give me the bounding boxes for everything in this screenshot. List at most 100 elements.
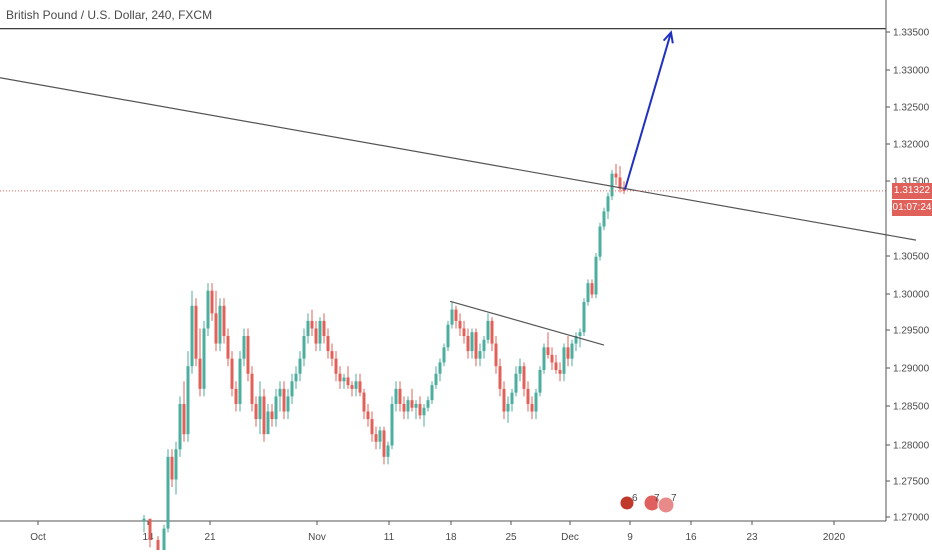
last-price-badge: 1.31322 — [892, 182, 932, 199]
candle-body — [490, 320, 494, 344]
projection-arrow-head — [662, 30, 674, 44]
candle-body — [338, 373, 342, 382]
y-tick-label: 1.28500 — [893, 402, 930, 413]
candle-body — [242, 336, 246, 359]
candle-body — [246, 336, 250, 374]
candle-body — [166, 456, 170, 529]
candle-body — [458, 320, 462, 329]
x-tick-label: 23 — [746, 532, 758, 543]
candle-body — [574, 336, 578, 344]
candle-body — [594, 256, 598, 295]
candle-body — [498, 366, 502, 389]
y-tick-label: 1.33000 — [893, 66, 930, 77]
candle-body — [370, 419, 374, 435]
candle-body — [454, 309, 458, 321]
candle-body — [418, 403, 422, 416]
x-tick-label: Oct — [30, 532, 46, 543]
candle-body — [582, 302, 586, 333]
y-tick-label: 1.32500 — [893, 103, 930, 114]
y-tick-label: 1.28000 — [893, 441, 930, 452]
candle-body — [342, 377, 346, 382]
x-tick-label: 16 — [685, 532, 697, 543]
x-tick-label: 11 — [384, 532, 395, 543]
candle-body — [526, 388, 530, 404]
candle-body — [186, 366, 190, 435]
x-tick-label: 9 — [627, 532, 633, 543]
candle-body — [586, 283, 590, 303]
candle-body — [598, 226, 602, 257]
candle-body — [334, 358, 338, 374]
candle-body — [506, 403, 510, 412]
x-tick-label: 25 — [505, 532, 517, 543]
trendline — [449, 300, 605, 346]
candle-body — [318, 320, 322, 344]
candle-body — [550, 354, 554, 363]
event-flag-icon — [657, 496, 675, 514]
candle-body — [198, 358, 202, 389]
y-tick-label: 1.27000 — [893, 513, 930, 524]
y-tick-label: 1.33500 — [893, 28, 930, 39]
candle-body — [182, 403, 186, 435]
candle-body — [606, 196, 610, 212]
candle-body — [254, 403, 258, 420]
candle-body — [274, 396, 278, 420]
candle-body — [266, 411, 270, 435]
y-tick-label: 1.29500 — [893, 326, 930, 337]
candle-body — [466, 336, 470, 352]
candle-body — [478, 351, 482, 359]
candle-body — [206, 290, 210, 329]
candle-body — [306, 320, 310, 337]
candle-body — [302, 336, 306, 359]
candle-body — [438, 362, 442, 374]
y-tick-label: 1.31500 — [893, 177, 930, 188]
candle-body — [202, 328, 206, 389]
candle-body — [518, 366, 522, 374]
candle-body — [570, 343, 574, 359]
candle-body — [402, 403, 406, 412]
candle-body — [382, 430, 386, 457]
y-tick-label: 1.32000 — [893, 140, 930, 151]
candle-body — [346, 377, 350, 386]
event-count-label: 6 — [632, 493, 638, 504]
candle-body — [434, 373, 438, 386]
candle-body — [610, 173, 614, 197]
candle-body — [470, 332, 474, 352]
candle-body — [294, 373, 298, 382]
candle-body — [538, 369, 542, 393]
candle-body — [562, 347, 566, 374]
candle-body — [522, 366, 526, 389]
candle-body — [558, 369, 562, 374]
x-tick-label: 18 — [445, 532, 457, 543]
x-tick-label: Dec — [561, 532, 579, 543]
projection-arrow — [624, 32, 672, 190]
candle-body — [162, 528, 166, 555]
y-tick-label: 1.27500 — [893, 477, 930, 488]
candle-body — [142, 518, 146, 521]
candle-body — [156, 539, 160, 555]
candle-body — [386, 445, 390, 457]
candle-body — [282, 388, 286, 412]
candle-body — [410, 400, 414, 408]
x-tick-label: 2020 — [823, 532, 846, 543]
candle-body — [422, 407, 426, 416]
candle-body — [394, 388, 398, 404]
candle-body — [578, 332, 582, 337]
candle-body — [398, 388, 402, 404]
candle-body — [190, 305, 194, 367]
candle-body — [310, 320, 314, 329]
candle-body — [462, 328, 466, 337]
candle-body — [494, 343, 498, 367]
candle-body — [534, 392, 538, 412]
candle-body — [530, 403, 534, 412]
candle-body — [378, 430, 382, 442]
candle-body — [178, 403, 182, 450]
candle-body — [546, 347, 550, 355]
y-tick-label: 1.29000 — [893, 364, 930, 375]
candle-body — [374, 434, 378, 442]
y-tick-label: 1.30500 — [893, 252, 930, 263]
x-tick-label: 21 — [204, 532, 216, 543]
candle-body — [354, 381, 358, 389]
candle-body — [210, 290, 214, 314]
candle-body — [238, 358, 242, 404]
